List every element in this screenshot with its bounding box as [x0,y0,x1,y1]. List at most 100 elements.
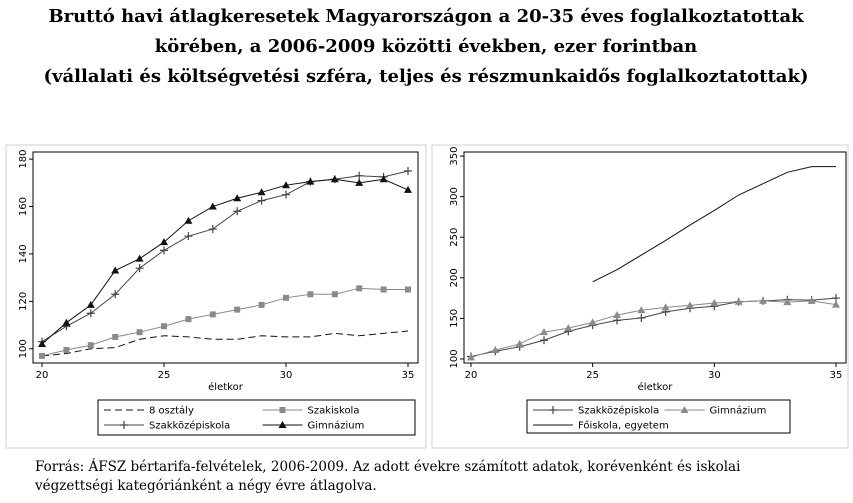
legend-label: Szakközépiskola [578,405,659,417]
x-axis-label: életkor [208,381,244,393]
marker [87,342,94,349]
marker [184,216,193,224]
marker [588,318,597,326]
marker [233,194,242,202]
marker [111,290,120,299]
marker [257,188,266,196]
marker [283,294,289,301]
legend-label: Gimnázium [710,405,767,417]
marker [540,328,548,336]
marker [136,329,143,336]
marker [404,166,412,175]
y-tick-label: 250 [449,228,460,247]
marker [279,407,286,413]
marker [379,175,388,183]
marker [234,306,241,313]
marker [613,311,621,319]
marker [184,232,193,241]
y-tick-label: 180 [18,150,29,169]
series-line [41,170,409,343]
marker [355,171,364,180]
legend-frame [526,399,791,434]
panel-frame [431,144,849,449]
legend-label: Gimnázium [308,420,365,432]
marker [759,296,767,304]
source-line: végzettségi kategóriánként a négy évre á… [34,478,377,494]
legend-label: Szakiskola [308,406,360,417]
marker [306,177,315,185]
source-line: Forrás: ÁFSZ bértarifa-felvételek, 2006-… [35,459,741,475]
y-tick-label: 200 [449,268,460,287]
marker [734,297,743,305]
marker [564,324,573,332]
marker [135,264,144,273]
marker [680,406,689,413]
marker [331,291,338,298]
series-line [470,300,837,358]
legend-label: 8 osztály [149,405,194,417]
x-tick-label: 35 [402,370,415,381]
y-tick-label: 140 [18,244,29,263]
legend-label: Főiskola, egyetem [578,420,669,432]
marker [160,246,168,255]
marker [161,323,167,330]
marker [356,285,363,292]
marker [208,225,217,234]
marker [39,352,45,359]
legend-label: Szakközépiskola [149,420,230,432]
marker [86,309,95,318]
marker [405,286,411,293]
marker [380,286,387,293]
marker [330,175,339,183]
series-line [41,178,409,345]
x-tick-label: 20 [36,370,49,381]
x-tick-label: 30 [708,370,721,381]
marker [783,298,792,306]
marker [637,313,646,322]
title-line: (vállalati és költségvetési szféra, telj… [44,66,809,87]
marker [111,266,120,274]
marker [185,316,192,323]
marker [404,185,412,193]
x-tick-label: 25 [158,370,171,381]
y-tick-label: 120 [18,292,29,311]
marker [233,207,242,216]
marker [710,298,719,306]
title-line: körében, a 2006-2009 közötti években, ez… [155,36,698,57]
marker [62,318,71,326]
x-tick-label: 30 [280,370,293,381]
marker [86,300,95,308]
series-line [41,330,409,357]
y-tick-label: 300 [449,187,460,206]
y-tick-label: 100 [18,339,29,358]
marker [832,300,840,308]
marker [258,301,265,308]
y-tick-label: 150 [449,309,460,328]
y-tick-label: 160 [18,197,29,216]
marker [467,353,475,361]
x-axis-label: életkor [638,381,674,393]
marker [515,339,524,347]
marker [686,301,694,309]
title-line: Bruttó havi átlagkeresetek Magyarországo… [48,6,804,27]
marker [208,202,217,210]
marker [160,238,168,246]
legend-frame [97,399,416,436]
marker [637,306,646,314]
marker [282,190,290,199]
marker [63,346,70,353]
marker [307,291,314,298]
marker [135,254,144,262]
marker [661,303,670,311]
marker [549,406,557,414]
marker [355,178,364,186]
x-tick-label: 25 [586,370,599,381]
marker [112,333,119,340]
panel-frame [5,144,427,449]
series-line [470,297,837,357]
plot-area [463,151,847,364]
series-line [41,287,408,357]
marker [257,196,266,205]
marker [38,340,46,348]
